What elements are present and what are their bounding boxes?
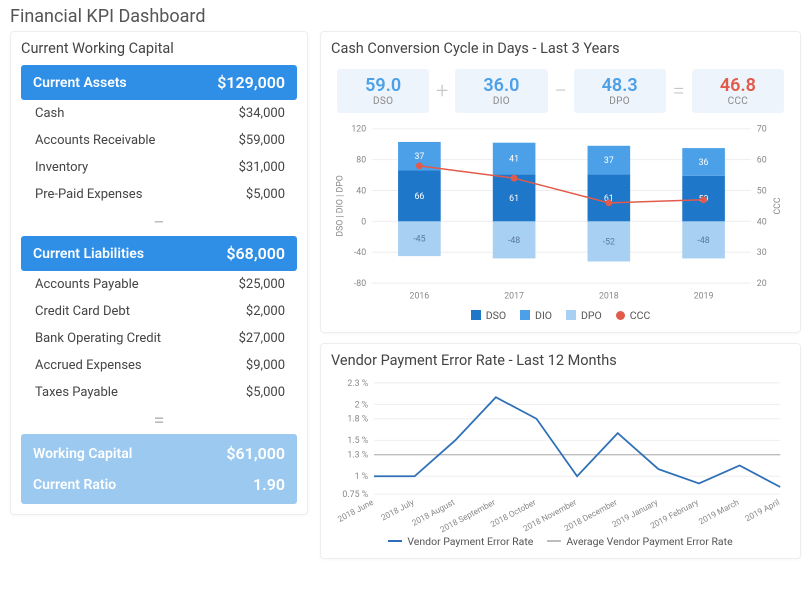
- svg-text:60: 60: [757, 156, 767, 166]
- svg-text:2018 June: 2018 June: [336, 497, 376, 524]
- vendor-card: Vendor Payment Error Rate - Last 12 Mont…: [320, 343, 801, 559]
- wc-row: Credit Card Debt$2,000: [21, 298, 297, 325]
- ccc-chart: -80 -40 0 40 80 120 20 30 40 50 60 70 DSO | DIO | DP…: [331, 121, 790, 307]
- legend-item: Average Vendor Payment Error Rate: [547, 535, 732, 548]
- ccc-legend: DSO DIO DPO CCC: [331, 309, 790, 322]
- svg-text:80: 80: [356, 156, 366, 166]
- wc-row: Taxes Payable$5,000: [21, 379, 297, 406]
- svg-text:37: 37: [414, 152, 424, 162]
- ccc-operator: +: [429, 79, 455, 104]
- page-title: Financial KPI Dashboard: [10, 6, 801, 27]
- svg-text:DSO | DIO | DPO: DSO | DIO | DPO: [336, 175, 346, 236]
- svg-text:-45: -45: [413, 235, 425, 245]
- wc-row: Accounts Receivable$59,000: [21, 127, 297, 154]
- legend-item: DIO: [520, 309, 552, 322]
- svg-text:1.8 %: 1.8 %: [347, 414, 368, 424]
- svg-text:-48: -48: [697, 236, 709, 246]
- working-capital-title: Current Working Capital: [21, 40, 297, 57]
- svg-text:CCC: CCC: [773, 197, 783, 214]
- wc-row: Accounts Payable$25,000: [21, 271, 297, 298]
- svg-text:37: 37: [604, 156, 614, 166]
- svg-text:2019 March: 2019 March: [697, 497, 741, 527]
- wc-row: Cash$34,000: [21, 100, 297, 127]
- legend-item: DPO: [566, 309, 602, 322]
- svg-text:120: 120: [351, 125, 366, 135]
- svg-text:2016: 2016: [410, 292, 430, 302]
- working-capital-card: Current Working Capital Current Assets $…: [10, 31, 308, 515]
- svg-text:66: 66: [414, 192, 424, 202]
- ccc-formula: 59.0DSO+36.0DIO−48.3DPO=46.8CCC: [331, 65, 790, 121]
- svg-text:70: 70: [757, 125, 767, 135]
- svg-text:1.3 %: 1.3 %: [347, 450, 368, 460]
- wc-row: Accrued Expenses$9,000: [21, 352, 297, 379]
- wc-result-row: Current Ratio1.90: [21, 469, 297, 500]
- svg-text:30: 30: [757, 248, 767, 258]
- wc-result-row: Working Capital$61,000: [21, 438, 297, 469]
- svg-text:-40: -40: [354, 248, 366, 258]
- equals-symbol: =: [21, 406, 297, 434]
- svg-text:2017: 2017: [504, 292, 524, 302]
- svg-text:40: 40: [356, 186, 366, 196]
- svg-text:0: 0: [361, 217, 366, 227]
- svg-text:-52: -52: [603, 237, 615, 247]
- ccc-metric-box: 36.0DIO: [455, 69, 547, 113]
- vendor-title: Vendor Payment Error Rate - Last 12 Mont…: [331, 352, 790, 369]
- svg-text:1 %: 1 %: [355, 472, 369, 482]
- svg-text:1.5 %: 1.5 %: [347, 436, 368, 446]
- current-assets-header: Current Assets $129,000: [21, 65, 297, 100]
- svg-text:40: 40: [757, 217, 767, 227]
- ccc-metric-box: 46.8CCC: [692, 69, 784, 113]
- legend-item: Vendor Payment Error Rate: [388, 535, 533, 548]
- svg-text:-48: -48: [508, 236, 520, 246]
- vendor-legend: Vendor Payment Error Rate Average Vendor …: [331, 535, 790, 548]
- svg-text:41: 41: [509, 154, 519, 164]
- ccc-card: Cash Conversion Cycle in Days - Last 3 Y…: [320, 31, 801, 333]
- svg-text:36: 36: [699, 158, 709, 168]
- svg-text:-80: -80: [354, 279, 366, 289]
- minus-symbol: −: [21, 208, 297, 236]
- ccc-metric-box: 59.0DSO: [337, 69, 429, 113]
- svg-text:2 %: 2 %: [355, 400, 369, 410]
- working-capital-result: Working Capital$61,000Current Ratio1.90: [21, 434, 297, 504]
- wc-row: Inventory$31,000: [21, 154, 297, 181]
- wc-row: Pre-Paid Expenses$5,000: [21, 181, 297, 208]
- vendor-chart: 0.75 % 1 % 1.3 % 1.5 % 1.8 % 2 % 2.3 % 2018 Jun…: [331, 377, 790, 533]
- svg-text:2018: 2018: [599, 292, 619, 302]
- svg-text:61: 61: [509, 194, 519, 204]
- svg-text:2019 April: 2019 April: [744, 497, 782, 524]
- svg-text:2.3 %: 2.3 %: [347, 378, 368, 388]
- svg-text:0.75 %: 0.75 %: [342, 490, 368, 500]
- legend-item: CCC: [616, 309, 651, 322]
- current-liabilities-header: Current Liabilities $68,000: [21, 236, 297, 271]
- ccc-operator: =: [666, 79, 692, 104]
- ccc-operator: −: [548, 79, 574, 104]
- legend-item: DSO: [471, 309, 506, 322]
- svg-text:2019: 2019: [694, 292, 714, 302]
- svg-text:50: 50: [757, 186, 767, 196]
- ccc-metric-box: 48.3DPO: [574, 69, 666, 113]
- wc-row: Bank Operating Credit$27,000: [21, 325, 297, 352]
- ccc-title: Cash Conversion Cycle in Days - Last 3 Y…: [331, 40, 790, 57]
- svg-text:20: 20: [757, 279, 767, 289]
